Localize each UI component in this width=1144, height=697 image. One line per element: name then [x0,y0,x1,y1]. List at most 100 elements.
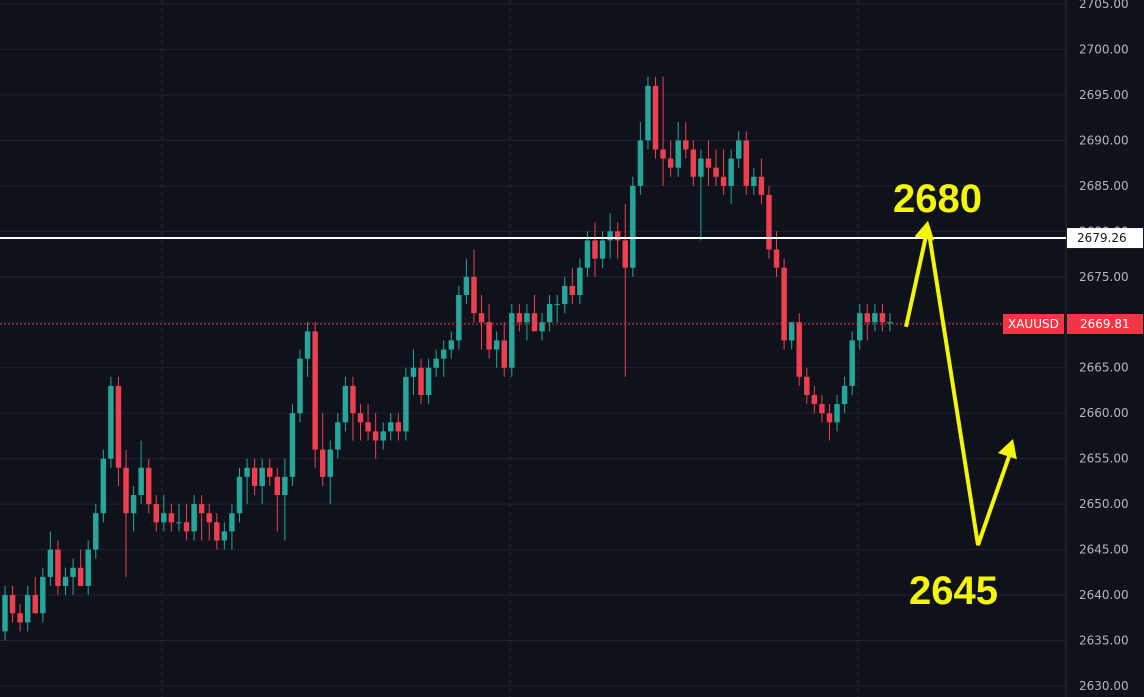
candle-body [637,140,644,186]
candle-body [826,413,833,423]
candle-body [554,304,560,306]
candle-body [751,176,757,186]
candle-body [781,267,787,341]
candle-body [660,149,666,159]
price-tick-label: 2705.00 [1079,0,1129,11]
candle-body [62,576,69,586]
candle-body [713,167,719,177]
projected-path [904,220,1017,546]
candle-body [9,595,16,614]
candle-body [145,467,152,505]
candle-body [2,595,8,632]
candle-body [766,194,772,250]
candle-body [501,340,507,368]
candle-body [698,158,704,177]
candle-body [471,276,477,314]
candle-body [85,549,91,586]
candle-body [584,240,591,268]
candle-body [599,240,606,259]
price-tick-label: 2690.00 [1079,133,1129,147]
candle-body [24,595,31,623]
price-tick-label: 2650.00 [1079,497,1129,511]
candle-body [486,322,492,350]
candle-body [652,85,659,150]
candle-body [380,431,386,441]
candle-body [872,313,878,323]
candle-body [614,231,621,241]
candle-body [229,513,235,532]
candle-body [720,176,727,186]
candle-body [834,404,840,423]
last-price-tag [1067,313,1143,334]
candle-body [40,576,46,614]
candle-body [77,567,84,586]
candle-body [804,376,810,396]
price-annotation: 2645 [909,569,998,613]
level-price-label: 2679.26 [1077,231,1127,245]
candle-body [365,422,371,432]
candle-body [32,595,38,614]
candle-body [410,367,417,377]
candle-body [108,385,114,459]
candle-body [539,322,545,332]
price-tick-label: 2660.00 [1079,406,1129,420]
grid [0,0,1067,697]
candle-body [607,231,613,241]
price-tick-label: 2695.00 [1079,88,1129,102]
candle-body [17,613,23,623]
candle-body [516,313,523,323]
candle-body [743,140,750,186]
candle-body [168,513,175,523]
candle-body [630,185,636,268]
candle-body [93,513,99,550]
price-tick-label: 2635.00 [1079,634,1129,648]
candle-body [236,476,243,514]
level-price-tag [1067,228,1143,249]
candle-body [395,422,402,432]
candle-body [796,322,802,377]
candle-body [282,476,288,496]
arrow-head-up [997,439,1017,460]
price-tick-label: 2675.00 [1079,270,1129,284]
price-tick-label: 2685.00 [1079,179,1129,193]
price-tick-label: 2645.00 [1079,543,1129,557]
candle-body [735,140,742,159]
candle-body [221,531,228,541]
candle-body [675,140,681,168]
candle-body [562,285,568,305]
candle-body [259,467,265,486]
candle-body [645,85,651,141]
candle-body [531,313,538,332]
candle-body [304,331,311,359]
candles [2,76,893,641]
candle-body [251,467,258,486]
candle-body [841,385,848,405]
candle-body [191,504,197,532]
candle-body [857,313,863,341]
candle-body [138,467,144,496]
price-tick-label: 2700.00 [1079,42,1129,56]
price-tick-label: 2665.00 [1079,361,1129,375]
last-price-label: 2669.81 [1080,317,1130,331]
candle-body [493,340,500,350]
candle-body [683,140,689,150]
price-tags: 2679.26 XAUUSD 2669.81 [1003,228,1143,334]
candle-body [327,449,333,477]
candle-body [297,358,303,414]
candle-body [773,249,780,268]
candle-body [357,413,364,423]
candle-body [289,413,296,477]
candle-body [183,522,190,532]
candle-body [433,358,439,368]
candle-body [864,313,871,323]
candle-body [418,367,424,396]
arrow-head-up [914,220,935,241]
annotations: 2680 2645 [893,177,998,613]
candle-body [546,304,553,323]
candle-body [70,567,76,577]
candle-body [198,504,205,514]
candle-body [206,513,212,523]
candle-body [819,404,825,414]
candle-body [130,495,137,514]
candle-body [274,476,281,496]
